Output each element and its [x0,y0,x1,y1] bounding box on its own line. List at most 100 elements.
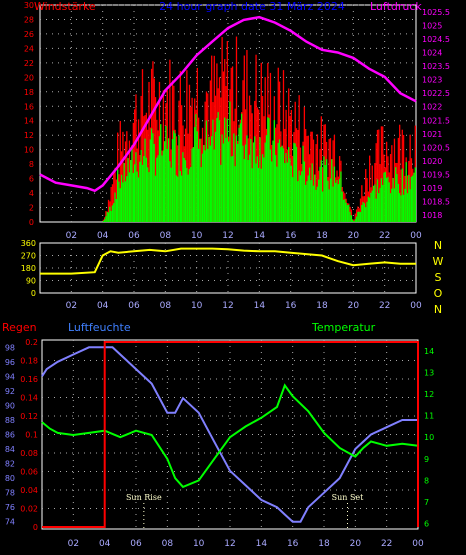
wind-speed-bar [325,159,328,222]
wind-pressure-x-axis-labels: 02 04 06 08 10 12 14 16 18 20 22 00 [66,231,422,241]
pressure-label: Luftdruck [370,0,422,13]
wind-speed-bar [406,193,409,222]
wind-speed-bar [344,199,346,222]
wind-speed-bar [199,138,201,222]
wind-speed-bar [188,169,191,222]
wind-speed-bar [184,160,187,222]
x-tick-label: 18 [316,301,328,311]
wind-speed-bar [337,184,339,222]
wind-speed-bar [212,119,214,222]
wind-speed-bar [288,147,290,222]
x-tick-label: 12 [222,301,233,311]
wind-speed-bar [374,184,376,222]
x-tick-label: 22 [381,539,392,549]
wind-gust-bar [260,62,262,222]
rain-tick-label: 0.1 [25,431,38,440]
x-tick-label: 20 [350,539,362,549]
wind-speed-bar [271,161,273,222]
temperature-tick-label: 9 [424,455,429,464]
wind-speed-bar [359,211,362,222]
wind-speed-tick-label: 28 [24,15,34,24]
wind-speed-bar [366,201,368,222]
wind-speed-bar [201,153,204,222]
direction-tick-label: 90 [26,277,36,286]
wind-speed-bar [412,175,414,222]
direction-tick-label: 180 [21,264,36,273]
wind-speed-bar [124,181,127,222]
wind-speed-bar [272,140,274,222]
wind-gust-bar [231,66,234,222]
pressure-tick-label: 1024.5 [422,35,450,44]
wind-gust-bar [310,131,312,222]
wind-speed-bar [383,172,385,222]
wind-speed-bar [286,162,289,222]
wind-speed-bar [237,143,239,222]
wind-speed-bar [102,220,104,222]
rain-label: Regen [2,321,37,334]
wind-speed-bar [134,164,136,222]
wind-speed-bar [342,199,345,222]
wind-speed-bar [314,174,316,222]
x-tick-label: 06 [128,301,140,311]
wind-gust-bar [354,213,356,222]
wind-speed-bar [239,123,242,222]
pressure-tick-label: 1024 [422,48,442,57]
wind-speed-bar [353,221,355,222]
pressure-tick-label: 1020.5 [422,143,450,152]
wind-speed-bar [250,138,252,222]
wind-speed-bar [264,142,266,222]
wind-speed-bar [396,174,398,222]
wind-gust-bar [188,84,191,222]
x-tick-label: 10 [193,539,205,549]
wind-gust-bar [332,140,334,222]
wind-gust-bar [113,170,115,222]
temperature-line [41,383,419,489]
wind-speed-bar [322,191,324,222]
humidity-tick-label: 76 [5,503,15,512]
wind-speed-bar [362,201,364,222]
wind-speed-bar [103,219,106,222]
wind-speed-bar [126,176,128,222]
wind-speed-bar [226,118,228,222]
wind-speed-bar [284,163,286,222]
wind-speed-bar [372,185,375,222]
wind-speed-bar [308,167,311,222]
x-tick-label: 10 [191,231,203,241]
wind-speed-bar [164,141,166,222]
wind-gust-bar [179,71,181,222]
wind-speed-bar [285,152,287,222]
wind-direction-line [40,247,416,275]
wind-speed-bar [225,138,227,222]
humidity-tick-label: 82 [5,460,15,469]
rain-tick-label: 0.08 [20,449,38,458]
wind-speed-label: Windstärke [34,0,96,13]
pressure-axis-labels: 1018 1018.5 1019 1019.5 1020 1020.5 1021 1021.5… [422,8,450,220]
wind-speed-bar [301,171,303,222]
wind-speed-bar [276,166,278,222]
pressure-tick-label: 1019 [422,184,442,193]
wind-speed-bar [152,133,154,222]
temperature-tick-label: 6 [424,520,429,529]
wind-gust-bar [375,143,377,222]
rain-tick-label: 0.04 [20,486,38,495]
wind-speed-tick-label: 18 [24,88,34,97]
humidity-line [41,346,418,523]
compass-direction-label: W [433,255,444,268]
pressure-tick-label: 1022 [422,103,442,112]
wind-speed-bar [190,166,192,222]
x-tick-label: 14 [254,301,266,311]
wind-speed-bar [349,211,351,222]
wind-speed-bar [139,161,141,222]
wind-speed-bar [358,211,360,222]
humidity-tick-label: 96 [5,358,15,367]
wind-gust-bar [365,169,367,222]
wind-speed-bar [171,139,174,222]
wind-gust-bar [141,69,144,223]
wind-speed-tick-label: 24 [24,44,34,53]
wind-speed-bar [143,156,145,222]
x-tick-label: 22 [379,301,390,311]
wind-speed-bar [174,133,176,222]
wind-gust-bar [213,55,215,222]
wind-gust-bar [230,67,232,222]
